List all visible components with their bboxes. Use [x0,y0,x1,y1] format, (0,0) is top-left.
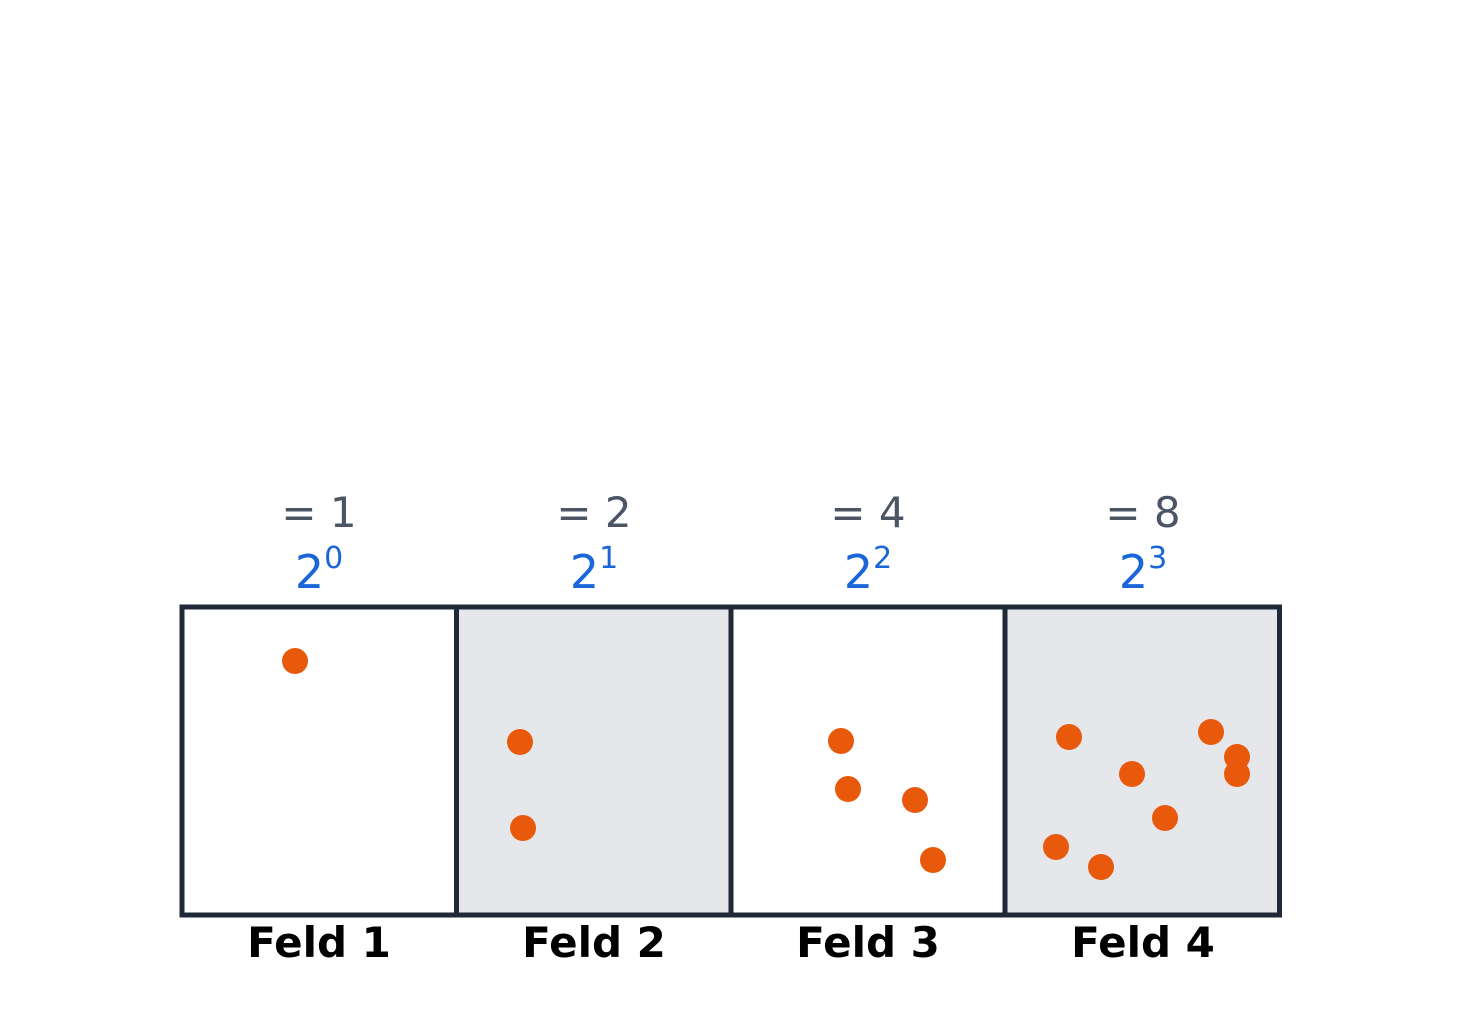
field-2-dot [510,815,536,841]
field-4-dot [1043,834,1069,860]
field-3-power-base: 2 [844,545,873,599]
field-4-dot [1056,724,1082,750]
field-4-dot [1088,854,1114,880]
field-1: = 1 20 Feld 1 [179,488,459,967]
field-3-dots [828,728,946,873]
field-3-equation: = 4 [830,488,905,537]
field-1-dot [282,648,308,674]
field-4-label: Feld 4 [1071,918,1215,967]
field-1-equation: = 1 [281,488,356,537]
field-1-power: 20 [295,541,343,599]
field-2-power-base: 2 [570,545,599,599]
field-3: = 4 22 Feld 3 [728,488,1008,967]
field-3-dot [835,776,861,802]
field-4: = 8 23 Feld 4 [1002,488,1282,967]
field-4-dot [1119,761,1145,787]
field-3-dot [920,847,946,873]
field-2-power-exponent: 1 [599,541,618,576]
field-3-dot [902,787,928,813]
field-1-power-base: 2 [295,545,324,599]
field-1-box [179,604,459,918]
field-4-power-base: 2 [1119,545,1148,599]
field-2-box [454,604,734,918]
field-3-dot [828,728,854,754]
field-3-label: Feld 3 [796,918,940,967]
field-3-box [728,604,1008,918]
field-2-equation: = 2 [556,488,631,537]
field-2-dot [507,729,533,755]
field-1-label: Feld 1 [247,918,391,967]
field-4-dot [1152,805,1178,831]
field-3-power-exponent: 2 [873,541,892,576]
field-4-dot [1224,761,1250,787]
field-2-dots [507,729,536,841]
field-4-equation: = 8 [1105,488,1180,537]
field-4-power: 23 [1119,541,1167,599]
field-1-power-exponent: 0 [324,541,343,576]
field-2-power: 21 [570,541,618,599]
field-1-dots [282,648,308,674]
field-2-label: Feld 2 [522,918,666,967]
field-3-power: 22 [844,541,892,599]
field-2: = 2 21 Feld 2 [454,488,734,967]
field-4-dot [1198,719,1224,745]
field-4-dots [1043,719,1250,880]
field-4-power-exponent: 3 [1148,541,1167,576]
